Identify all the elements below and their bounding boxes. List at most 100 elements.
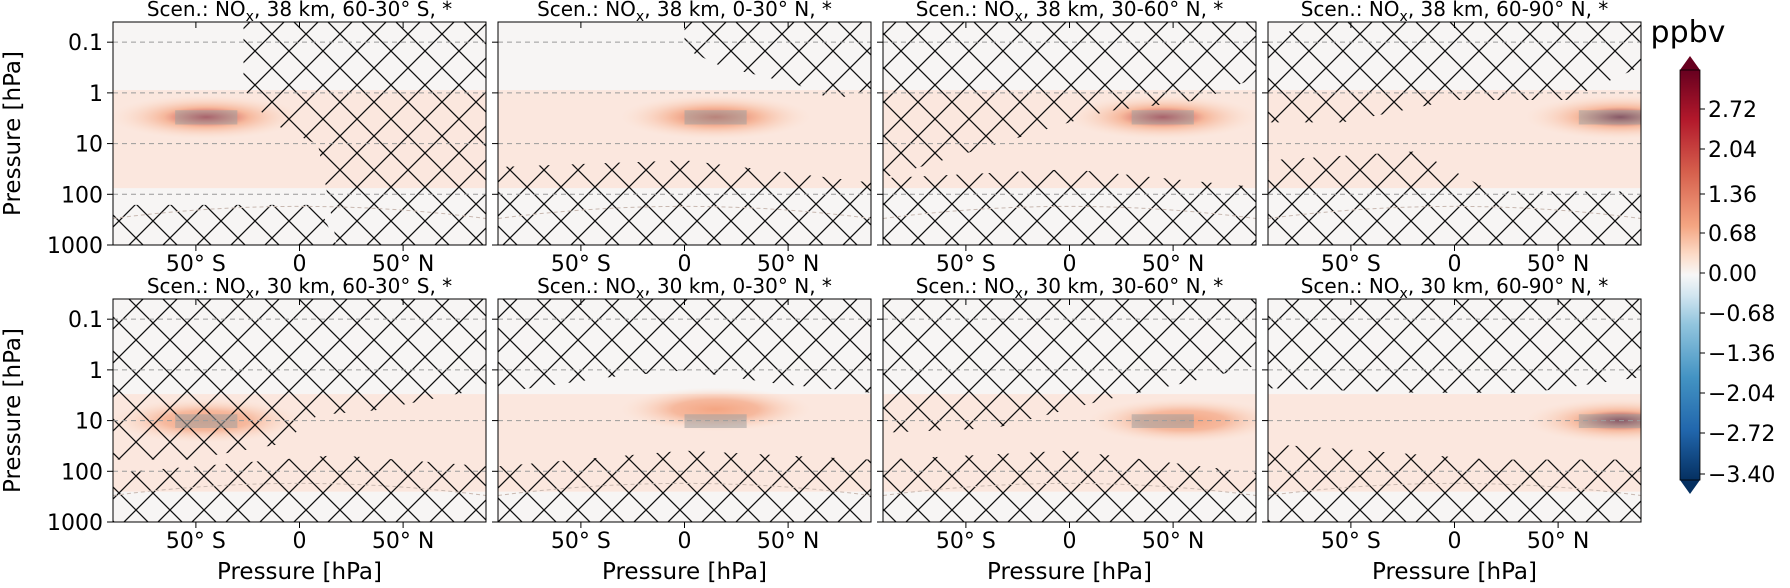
heatmap-field bbox=[498, 22, 871, 245]
panel-2: Scen.: NOx, 38 km, 0-30° N, * 50° S 0 50° N bbox=[492, 0, 872, 277]
colorbar-tick-label: −3.40 bbox=[1708, 463, 1775, 488]
significance-hatch bbox=[113, 22, 486, 245]
x-axis-label: Pressure [hPa] bbox=[217, 559, 382, 585]
panel-7: Scen.: NOx, 30 km, 30-60° N, * 50° S 0 50° … bbox=[877, 274, 1257, 585]
y-tick-label: 1 bbox=[89, 82, 103, 107]
panel-3: Scen.: NOx, 38 km, 30-60° N, * 50° S 0 50° … bbox=[877, 0, 1257, 277]
significance-hatch bbox=[1268, 22, 1641, 245]
tropopause-line bbox=[1268, 205, 1641, 219]
x-tick-label: 50° N bbox=[757, 529, 819, 554]
emission-region bbox=[684, 110, 747, 125]
x-tick-label: 0 bbox=[293, 529, 307, 554]
colorbar-extend-bottom bbox=[1680, 480, 1700, 494]
panel-8: Scen.: NOx, 30 km, 60-90° N, * 50° S 0 50° … bbox=[1262, 274, 1642, 585]
colorbar-label: ppbv bbox=[1651, 15, 1726, 50]
y-tick-label: 100 bbox=[61, 460, 103, 485]
y-tick-label: 1000 bbox=[47, 234, 103, 259]
significance-hatch bbox=[1268, 299, 1641, 522]
colorbar-tick-label: −2.04 bbox=[1708, 382, 1775, 407]
panel-title: Scen.: NOx, 30 km, 0-30° N, * bbox=[537, 274, 832, 302]
heatmap-field bbox=[498, 299, 871, 522]
x-tick-label: 50° S bbox=[551, 252, 611, 277]
tropopause-line bbox=[883, 482, 1256, 496]
x-tick-label: 50° S bbox=[166, 252, 226, 277]
colorbar-tick-label: −1.36 bbox=[1708, 342, 1775, 367]
x-tick-label: 0 bbox=[1448, 252, 1462, 277]
emission-region bbox=[1578, 414, 1641, 428]
x-tick-label: 50° S bbox=[936, 252, 996, 277]
x-tick-label: 50° N bbox=[757, 252, 819, 277]
panel-1: Scen.: NOx, 38 km, 60-30° S, * 50° S 0 50° … bbox=[0, 0, 487, 277]
colorbar-tick-label: −2.72 bbox=[1708, 422, 1775, 447]
y-tick-label: 0.1 bbox=[68, 308, 103, 333]
colorbar-tick-label: 0.00 bbox=[1708, 262, 1757, 287]
x-tick-label: 50° N bbox=[1142, 529, 1204, 554]
tropopause-line bbox=[113, 482, 486, 496]
y-axis-label: Pressure [hPa] bbox=[0, 328, 26, 493]
emission-region bbox=[175, 110, 238, 125]
x-tick-label: 50° N bbox=[372, 252, 434, 277]
y-tick-label: 1 bbox=[89, 359, 103, 384]
emission-region bbox=[684, 414, 747, 428]
colorbar-tick-label: −0.68 bbox=[1708, 302, 1775, 327]
y-tick-label: 10 bbox=[75, 410, 103, 435]
y-tick-label: 100 bbox=[61, 183, 103, 208]
panel-6: Scen.: NOx, 30 km, 0-30° N, * 50° S 0 50° N… bbox=[492, 274, 872, 585]
colorbar: ppbv 2.72 2.04 1.36 0.68 0.00 −0.68 −1.36 −2.04 −… bbox=[1651, 15, 1775, 494]
heatmap-field bbox=[113, 22, 486, 245]
significance-hatch bbox=[883, 22, 1256, 245]
x-tick-label: 50° N bbox=[1142, 252, 1204, 277]
emission-region bbox=[1578, 110, 1641, 125]
tropopause-line bbox=[113, 205, 486, 219]
panel-title: Scen.: NOx, 38 km, 0-30° N, * bbox=[537, 0, 832, 25]
panel-title: Scen.: NOx, 30 km, 60-30° S, * bbox=[147, 274, 452, 302]
heatmap-field bbox=[113, 299, 486, 522]
heatmap-field bbox=[1268, 299, 1641, 522]
tropopause-line bbox=[498, 482, 871, 496]
x-tick-label: 50° S bbox=[551, 529, 611, 554]
colorbar-tick-label: 1.36 bbox=[1708, 183, 1757, 208]
panel-title: Scen.: NOx, 30 km, 60-90° N, * bbox=[1301, 274, 1609, 302]
x-tick-label: 50° N bbox=[1527, 252, 1589, 277]
x-tick-label: 50° S bbox=[166, 529, 226, 554]
colorbar-gradient bbox=[1679, 69, 1701, 481]
significance-hatch bbox=[113, 299, 486, 522]
emission-region bbox=[1131, 414, 1194, 428]
emission-region bbox=[1131, 110, 1194, 125]
y-tick-label: 1000 bbox=[47, 511, 103, 536]
x-tick-label: 0 bbox=[1448, 529, 1462, 554]
panel-title: Scen.: NOx, 38 km, 60-90° N, * bbox=[1301, 0, 1609, 25]
x-axis-label: Pressure [hPa] bbox=[602, 559, 767, 585]
x-tick-label: 0 bbox=[678, 529, 692, 554]
significance-hatch bbox=[498, 299, 871, 522]
heatmap-field bbox=[883, 22, 1256, 245]
colorbar-extend-top bbox=[1680, 56, 1700, 70]
heatmap-field bbox=[883, 299, 1256, 522]
panels: Scen.: NOx, 38 km, 60-30° S, * 50° S 0 50° … bbox=[0, 0, 1642, 585]
x-tick-label: 50° S bbox=[936, 529, 996, 554]
panel-5: Scen.: NOx, 30 km, 60-30° S, * 50° S 0 50° … bbox=[0, 274, 487, 585]
tropopause-line bbox=[1268, 482, 1641, 496]
y-tick-label: 0.1 bbox=[68, 31, 103, 56]
y-tick-label: 10 bbox=[75, 133, 103, 158]
tropopause-line bbox=[883, 205, 1256, 219]
x-tick-label: 50° S bbox=[1321, 252, 1381, 277]
x-tick-label: 50° S bbox=[1321, 529, 1381, 554]
significance-hatch bbox=[883, 299, 1256, 522]
x-tick-label: 0 bbox=[678, 252, 692, 277]
heatmap-field bbox=[1268, 22, 1641, 245]
x-tick-label: 0 bbox=[1063, 252, 1077, 277]
x-tick-label: 50° N bbox=[1527, 529, 1589, 554]
x-axis-label: Pressure [hPa] bbox=[1372, 559, 1537, 585]
x-axis-label: Pressure [hPa] bbox=[987, 559, 1152, 585]
panel-title: Scen.: NOx, 38 km, 30-60° N, * bbox=[916, 0, 1224, 25]
colorbar-tick-label: 0.68 bbox=[1708, 222, 1757, 247]
colorbar-tick-label: 2.72 bbox=[1708, 98, 1757, 123]
colorbar-tick-label: 2.04 bbox=[1708, 138, 1757, 163]
panel-4: Scen.: NOx, 38 km, 60-90° N, * 50° S 0 50° … bbox=[1262, 0, 1642, 277]
tropopause-line bbox=[498, 205, 871, 219]
panel-title: Scen.: NOx, 38 km, 60-30° S, * bbox=[147, 0, 452, 25]
x-tick-label: 0 bbox=[1063, 529, 1077, 554]
significance-hatch bbox=[498, 22, 871, 245]
